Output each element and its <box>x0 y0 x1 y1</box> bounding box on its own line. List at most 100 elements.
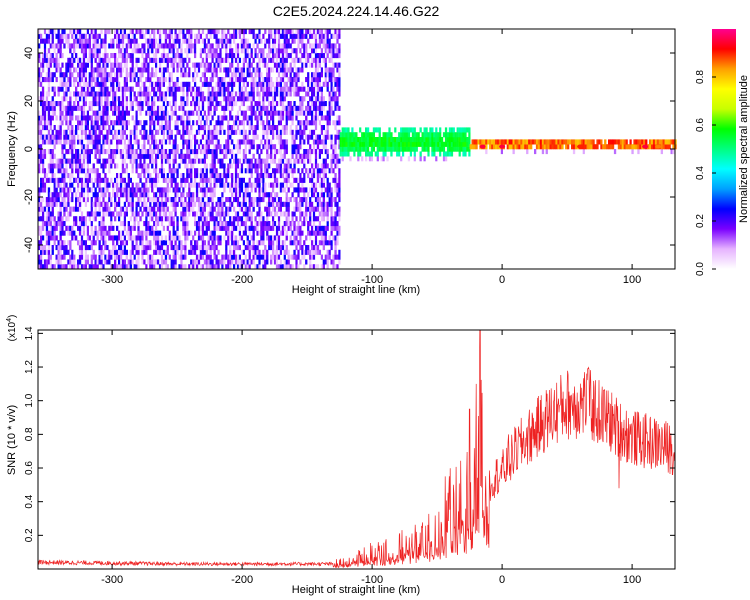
heatmap-cell <box>307 72 310 78</box>
heatmap-cell <box>268 245 271 251</box>
heatmap-cell <box>264 144 267 150</box>
heatmap-cell <box>293 81 296 87</box>
heatmap-cell <box>160 206 164 212</box>
heatmap-cell <box>98 254 101 260</box>
heatmap-cell <box>178 254 181 260</box>
heatmap-cell <box>242 33 245 39</box>
heatmap-cell <box>139 129 142 135</box>
heatmap-cell <box>250 211 253 217</box>
heatmap-cell <box>75 67 78 73</box>
heatmap-cell <box>168 77 171 83</box>
heatmap-cell <box>143 158 146 164</box>
heatmap-cell <box>69 254 72 260</box>
heatmap-cell <box>207 129 210 135</box>
heatmap-cell <box>242 101 245 107</box>
heatmap-cell <box>102 240 105 246</box>
heatmap-cell <box>314 225 318 231</box>
heatmap-cell <box>311 62 314 68</box>
heatmap-cell <box>314 245 318 251</box>
heatmap-cell <box>272 134 275 140</box>
heatmap-cell <box>240 249 244 255</box>
heatmap-cell <box>229 206 232 212</box>
heatmap-cell <box>197 230 201 236</box>
heatmap-cell <box>219 197 222 203</box>
heatmap-cell <box>110 158 113 164</box>
heatmap-cell <box>246 240 249 246</box>
heatmap-cell <box>71 230 74 236</box>
heatmap-cell <box>118 38 121 44</box>
heatmap-cell <box>309 134 312 140</box>
heatmap-cell <box>281 110 285 116</box>
heatmap-cell <box>203 173 206 179</box>
heatmap-cell <box>47 230 51 236</box>
heatmap-cell <box>43 101 47 107</box>
heatmap-cell <box>82 230 86 236</box>
heatmap-cell <box>67 225 70 231</box>
heatmap-cell <box>168 72 171 78</box>
heatmap-cell <box>127 139 130 145</box>
heatmap-cell <box>311 57 314 63</box>
heatmap-cell <box>293 101 296 107</box>
heatmap-cell <box>233 33 236 39</box>
heatmap-cell <box>129 38 132 44</box>
heatmap-cell <box>145 77 148 83</box>
heatmap-cell <box>38 158 41 164</box>
heatmap-cell <box>71 125 74 131</box>
heatmap-cell <box>116 62 119 68</box>
heatmap-cell <box>38 110 41 116</box>
heatmap-cell <box>133 33 136 39</box>
heatmap-cell <box>194 182 197 188</box>
heatmap-cell <box>98 62 101 68</box>
heatmap-cell <box>160 192 164 198</box>
heatmap-cell <box>94 144 97 150</box>
heatmap-cell <box>71 53 74 59</box>
heatmap-cell <box>277 201 281 207</box>
heatmap-cell <box>203 62 206 68</box>
heatmap-cell <box>309 158 312 164</box>
heatmap-cell <box>231 201 234 207</box>
heatmap-cell <box>281 182 285 188</box>
heatmap-cell <box>108 197 111 203</box>
heatmap-cell <box>307 134 310 140</box>
heatmap-cell <box>127 72 130 78</box>
heatmap-cell <box>55 221 58 227</box>
heatmap-cell <box>229 134 232 140</box>
heatmap-cell <box>145 235 148 241</box>
heatmap-cell <box>92 192 95 198</box>
heatmap-cell <box>86 177 89 183</box>
heatmap-cell <box>194 77 197 83</box>
heatmap-cell <box>176 86 179 92</box>
heatmap-cell <box>252 29 255 35</box>
heatmap-cell <box>133 77 136 83</box>
heatmap-cell <box>234 91 238 97</box>
heatmap-cell <box>205 259 208 265</box>
heatmap-cell <box>102 81 105 87</box>
heatmap-cell <box>197 125 201 131</box>
heatmap-cell <box>328 206 331 212</box>
heatmap-cell <box>318 225 321 231</box>
heatmap-cell <box>285 129 288 135</box>
heatmap-cell <box>291 149 294 155</box>
heatmap-cell <box>90 134 93 140</box>
heatmap-cell <box>71 129 74 135</box>
heatmap-cell <box>211 72 214 78</box>
heatmap-cell <box>203 211 206 217</box>
heatmap-cell <box>135 264 138 270</box>
heatmap-cell <box>186 139 189 145</box>
heatmap-cell <box>318 139 321 145</box>
heatmap-cell <box>236 173 240 179</box>
heatmap-cell <box>153 249 156 255</box>
heatmap-cell <box>61 29 64 35</box>
heatmap-cell <box>205 249 208 255</box>
heatmap-cell <box>197 29 201 35</box>
heatmap-cell <box>176 149 179 155</box>
heatmap-cell <box>268 53 271 59</box>
heatmap-cell <box>135 216 138 222</box>
heatmap-cell <box>293 57 296 63</box>
heatmap-cell <box>65 158 68 164</box>
heatmap-cell <box>176 225 179 231</box>
heatmap-cell <box>182 120 185 126</box>
heatmap-cell <box>258 33 261 39</box>
heatmap-cell <box>61 33 64 39</box>
heatmap-cell <box>203 249 206 255</box>
